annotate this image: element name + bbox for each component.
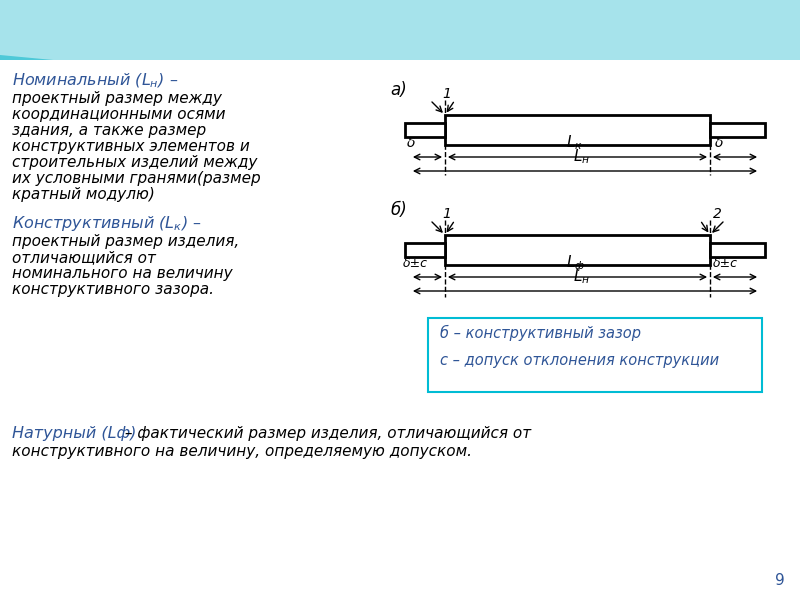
Text: конструктивного зазора.: конструктивного зазора.: [12, 282, 214, 297]
Text: а): а): [390, 81, 406, 99]
FancyBboxPatch shape: [428, 318, 762, 392]
Text: номинального на величину: номинального на величину: [12, 266, 233, 281]
Text: с – допуск отклонения конструкции: с – допуск отклонения конструкции: [440, 353, 719, 368]
Text: проектный размер изделия,: проектный размер изделия,: [12, 234, 239, 249]
Bar: [445, 115, 710, 145]
Polygon shape: [0, 0, 800, 85]
Text: конструктивного на величину, определяемую допуском.: конструктивного на величину, определяему…: [12, 444, 472, 459]
Text: здания, а также размер: здания, а также размер: [12, 123, 206, 138]
Text: $L_н$: $L_н$: [573, 267, 590, 286]
Text: строительных изделий между: строительных изделий между: [12, 155, 258, 170]
Text: Конструктивный ($L_к$) –: Конструктивный ($L_к$) –: [12, 214, 202, 233]
Text: конструктивных элементов и: конструктивных элементов и: [12, 139, 250, 154]
Text: отличающийся от: отличающийся от: [12, 250, 156, 265]
Text: $L_ф$: $L_ф$: [566, 253, 585, 274]
Text: кратный модулю): кратный модулю): [12, 187, 155, 202]
Text: – фактический размер изделия, отличающийся от: – фактический размер изделия, отличающий…: [120, 426, 531, 441]
Text: $L_к$: $L_к$: [566, 133, 582, 152]
Bar: [405, 123, 445, 137]
Text: 1: 1: [442, 87, 451, 101]
Text: Натурный (Lф): Натурный (Lф): [12, 426, 136, 441]
Bar: [710, 123, 765, 137]
Text: δ: δ: [715, 136, 723, 150]
Bar: [445, 235, 710, 265]
Text: б – конструктивный зазор: б – конструктивный зазор: [440, 325, 641, 341]
Bar: [405, 243, 445, 257]
Text: проектный размер между: проектный размер между: [12, 91, 222, 106]
Text: 9: 9: [775, 573, 785, 588]
Bar: [710, 243, 765, 257]
Text: δ: δ: [407, 136, 415, 150]
Text: 2: 2: [713, 207, 722, 221]
Text: 1: 1: [442, 207, 451, 221]
Text: δ±c: δ±c: [403, 257, 428, 270]
Text: б): б): [390, 201, 406, 219]
Text: $L_н$: $L_н$: [573, 147, 590, 166]
Text: δ±c: δ±c: [713, 257, 738, 270]
Text: их условными гранями(размер: их условными гранями(размер: [12, 171, 261, 186]
Text: Номинальный ($L_н$) –: Номинальный ($L_н$) –: [12, 71, 178, 89]
Polygon shape: [0, 0, 800, 80]
Text: координационными осями: координационными осями: [12, 107, 226, 122]
Polygon shape: [0, 0, 800, 85]
